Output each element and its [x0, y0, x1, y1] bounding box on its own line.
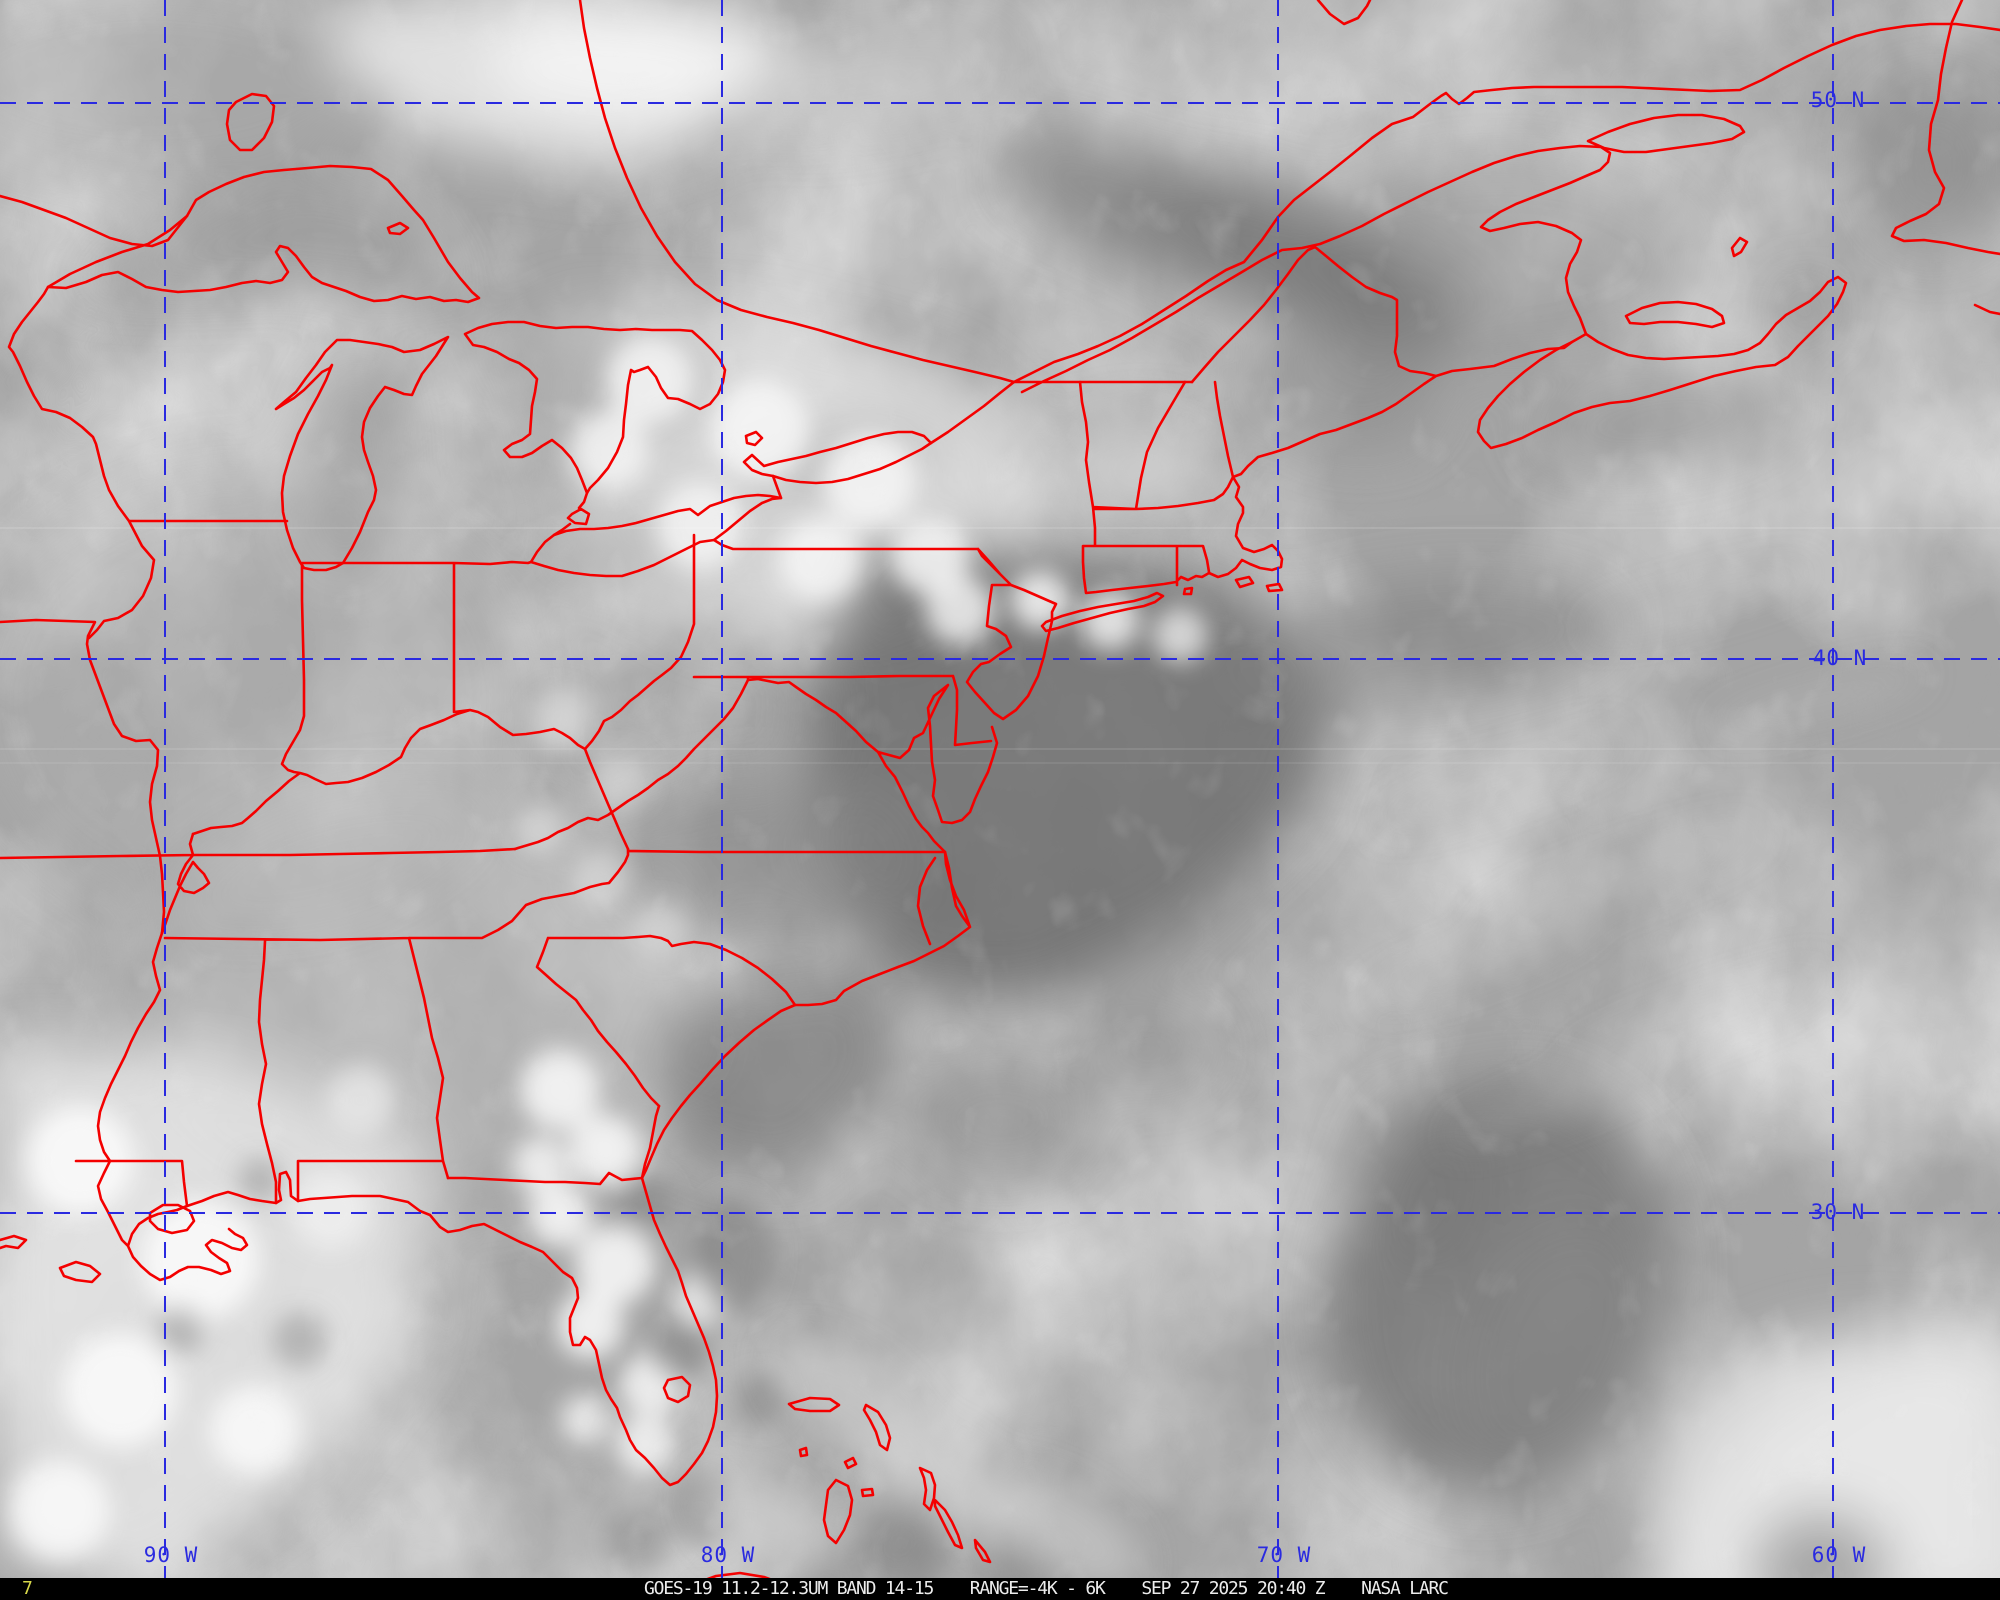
border-path-magdalen	[1730, 236, 1749, 258]
border-path-bahamas	[787, 1396, 992, 1564]
lon-label-70w: 70 W	[1257, 1543, 1312, 1567]
border-path-lake-nipigon	[225, 92, 276, 152]
border-path-maine	[1190, 245, 1574, 479]
border-path-nova-scotia	[1476, 275, 1848, 450]
border-path-lake-huron	[463, 320, 727, 495]
status-bar-text: GOES-19 11.2-12.3UM BAND 14-15 RANGE=-4K…	[644, 1578, 1449, 1600]
border-path-pei	[1624, 300, 1726, 329]
border-path-lake-erie	[529, 493, 783, 578]
border-path-new-england	[1078, 380, 1284, 596]
border-path-long-island-nj	[712, 538, 1165, 721]
border-path-mid-atlantic	[513, 674, 999, 854]
lat-label-30n: 30 N	[1811, 1200, 1866, 1224]
border-path-ohio-valley	[191, 533, 696, 851]
timestamp-label: SEP 27 2025 20:40 Z	[1141, 1578, 1325, 1599]
border-path-anticosti	[1586, 113, 1746, 154]
satellite-band-label: GOES-19 11.2-12.3UM BAND 14-15	[644, 1578, 934, 1599]
lon-label-80w: 80 W	[701, 1543, 756, 1567]
border-path-mn-ontario	[0, 194, 189, 248]
border-path-upper-mississippi	[0, 285, 289, 935]
border-path-newfoundland	[1316, 0, 2000, 316]
border-path-michipicoten	[386, 221, 410, 236]
credit-label: NASA LARC	[1361, 1578, 1449, 1599]
scan-lines	[0, 527, 2000, 764]
lat-label-50n: 50 N	[1811, 88, 1866, 112]
status-bar: 7 GOES-19 11.2-12.3UM BAND 14-15 RANGE=-…	[0, 1578, 2000, 1600]
border-path-lake-ontario	[742, 430, 933, 485]
border-path-southeast-lines	[0, 832, 947, 1205]
frame-indicator: 7	[22, 1578, 33, 1599]
lat-label-40n: 40 N	[1813, 646, 1868, 670]
border-path-quebec-ontario	[578, 0, 1016, 384]
lon-label-60w: 60 W	[1812, 1543, 1867, 1567]
border-path-atlantic-coast	[640, 850, 972, 1180]
border-path-lake-superior	[46, 164, 481, 304]
range-label: RANGE=-4K - 6K	[969, 1578, 1106, 1599]
border-path-florida	[185, 1104, 719, 1487]
border-path-lake-michigan	[274, 335, 450, 572]
border-path-stclair-detroit	[552, 430, 783, 537]
lon-label-90w: 90 W	[144, 1543, 199, 1567]
